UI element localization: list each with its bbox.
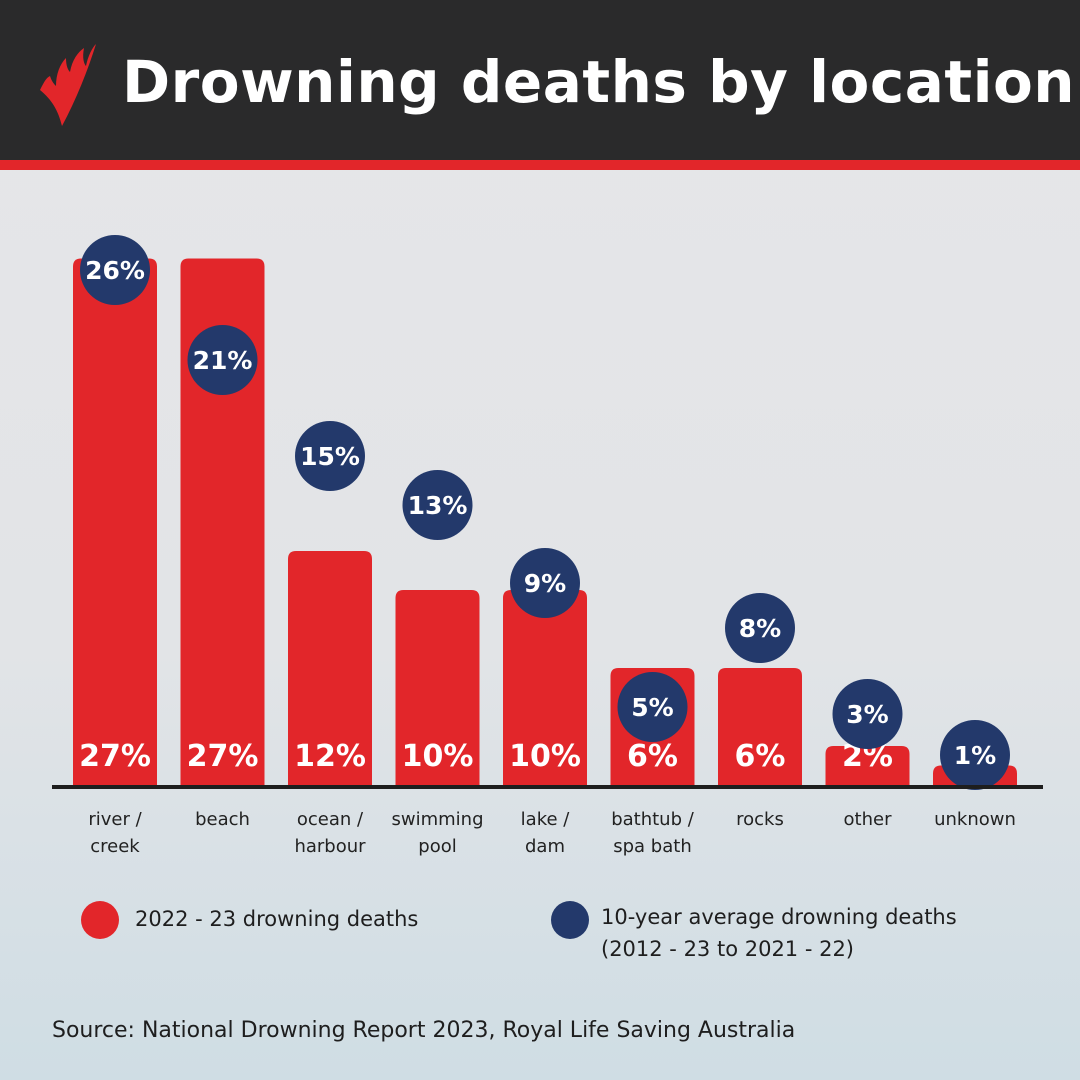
header-stripe (0, 160, 1080, 170)
category-label: swimming (391, 809, 483, 830)
average-value-label: 13% (408, 491, 468, 520)
bar-value-label: 10% (402, 739, 474, 774)
average-value-label: 9% (524, 569, 566, 598)
average-value-label: 21% (193, 346, 253, 375)
legend-red-swatch (81, 901, 119, 939)
legend-red-label: 2022 - 23 drowning deaths (135, 907, 419, 931)
bar-value-label: 12% (294, 739, 366, 774)
bar-value-label: 6% (627, 739, 678, 774)
average-value-label: 26% (85, 256, 145, 285)
average-marker (617, 672, 688, 742)
bar (73, 258, 157, 785)
bar (180, 258, 265, 785)
legend-navy-label: 10-year average drowning deaths (2012 - … (601, 901, 957, 965)
header-bar (0, 0, 1080, 160)
category-label: river / (88, 809, 142, 830)
average-value-label: 1% (954, 741, 996, 770)
average-value-label: 15% (300, 442, 360, 471)
legend-navy-line2: (2012 - 23 to 2021 - 22) (601, 937, 855, 961)
average-value-label: 5% (631, 693, 673, 722)
average-value-label: 3% (846, 700, 888, 729)
category-label: unknown (934, 809, 1016, 830)
bar (395, 590, 480, 785)
average-marker (295, 421, 365, 491)
average-marker (80, 235, 150, 305)
category-label: creek (90, 836, 140, 857)
category-label: bathtub / (611, 809, 695, 830)
bar-value-label: 6% (735, 739, 786, 774)
category-label: pool (418, 836, 456, 857)
source-note: Source: National Drowning Report 2023, R… (52, 1018, 796, 1043)
average-value-label: 8% (739, 614, 781, 643)
sbs-logo-icon (40, 44, 96, 126)
average-marker (832, 679, 903, 749)
page-title: Drowning deaths by location (122, 48, 1076, 116)
category-label: lake / (521, 809, 571, 830)
average-marker (402, 470, 473, 540)
average-marker (187, 325, 258, 395)
category-label: spa bath (613, 836, 691, 857)
average-marker (725, 593, 795, 663)
average-marker (940, 720, 1010, 790)
bar-value-label: 27% (187, 739, 259, 774)
legend-navy-swatch (551, 901, 589, 939)
bar-chart: 27% 26% river / creek 27% 21% beach 12% 15% ocean… (52, 235, 1043, 857)
category-label: harbour (294, 836, 366, 857)
bar (503, 590, 587, 785)
bar-value-label: 27% (79, 739, 151, 774)
category-label: dam (525, 836, 565, 857)
legend-navy-line1: 10-year average drowning deaths (601, 905, 957, 929)
bar-value-label: 10% (509, 739, 581, 774)
category-label: rocks (736, 809, 784, 830)
category-label: ocean / (297, 809, 364, 830)
bar (288, 551, 372, 785)
bar (825, 746, 910, 785)
bar (718, 668, 802, 785)
average-marker (510, 548, 580, 618)
category-label: beach (195, 809, 250, 830)
category-label: other (844, 809, 893, 830)
